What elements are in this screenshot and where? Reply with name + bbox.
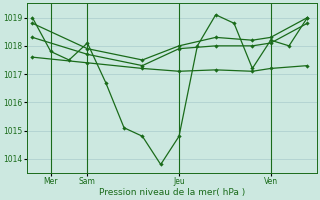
X-axis label: Pression niveau de la mer( hPa ): Pression niveau de la mer( hPa ): [99, 188, 245, 197]
